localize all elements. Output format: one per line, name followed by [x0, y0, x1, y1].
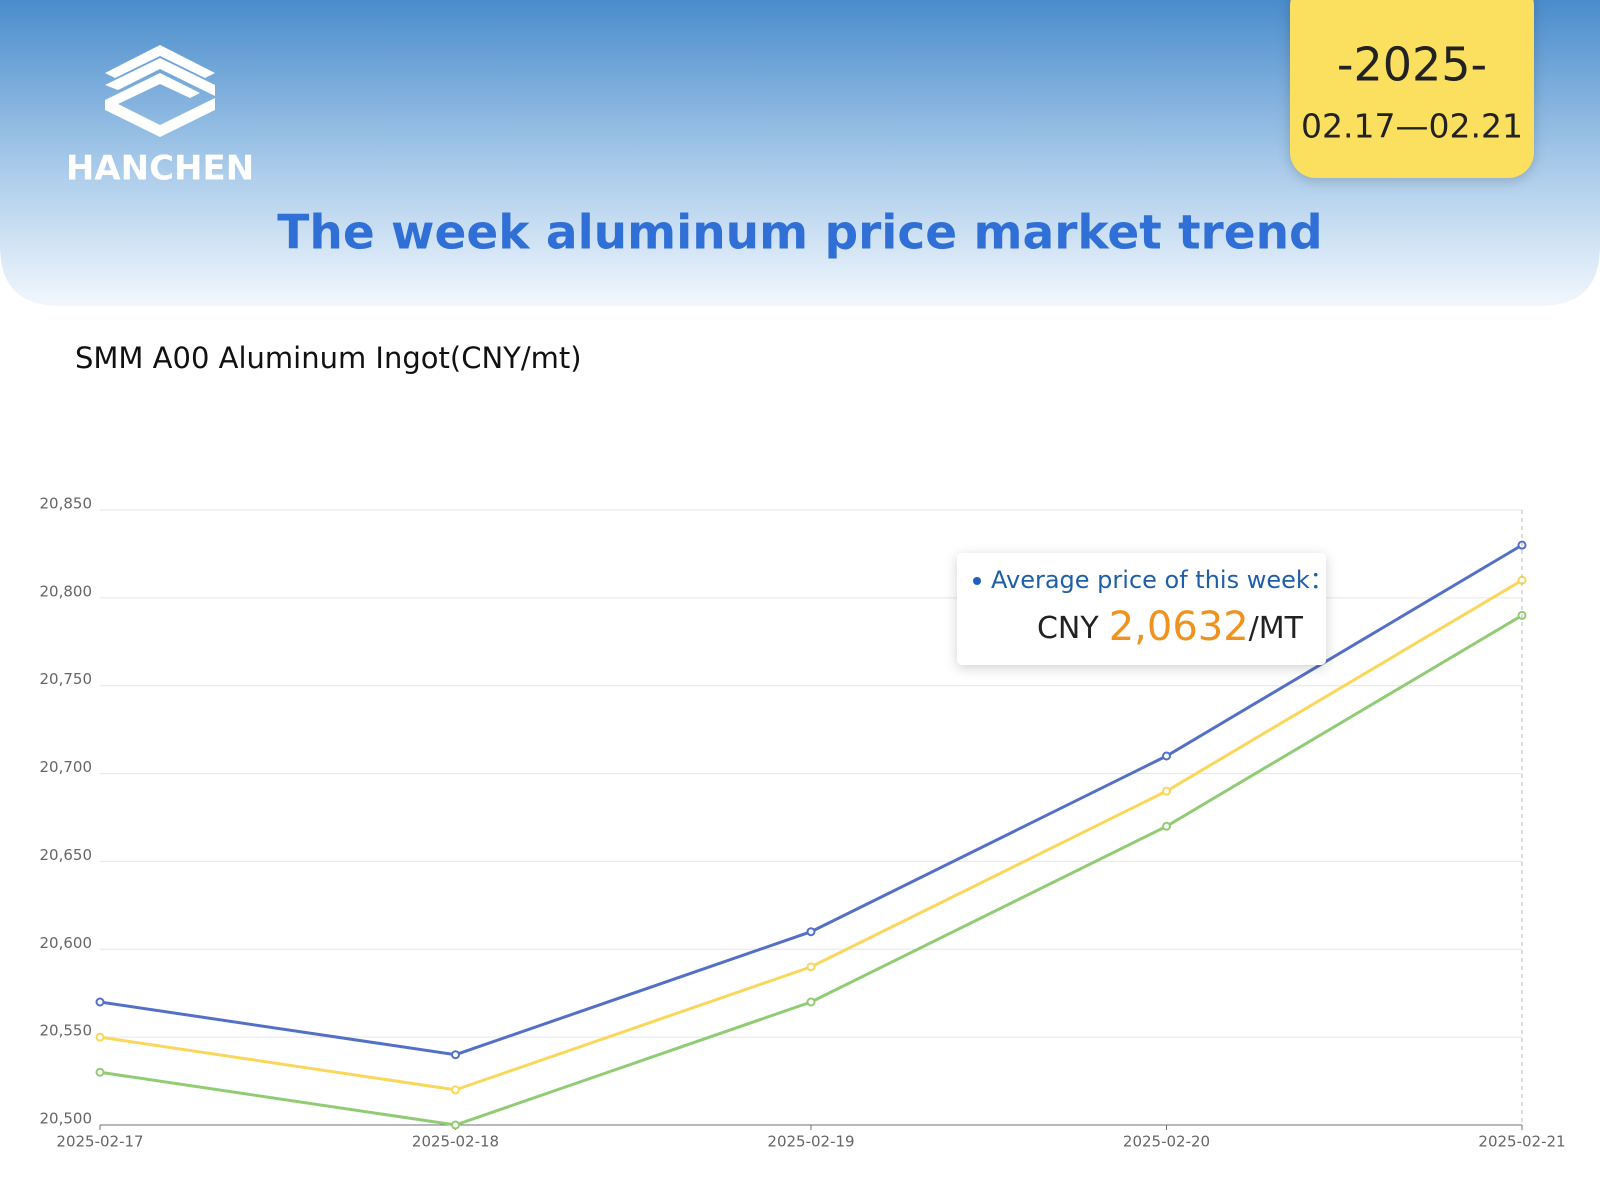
data-point [451, 1050, 460, 1060]
data-point [95, 997, 105, 1007]
logo-text: HANCHEN [66, 149, 254, 189]
y-tick-label: 20,850 [40, 495, 93, 513]
y-tick-label: 20,550 [40, 1022, 93, 1040]
data-point [451, 1085, 460, 1095]
tooltip: Average price of this week： CNY 2,0632/MT [957, 553, 1334, 665]
tooltip-box [957, 553, 1326, 665]
y-tick-label: 20,650 [40, 846, 93, 864]
tooltip-value: 2,0632 [1109, 604, 1249, 650]
tooltip-currency: CNY [1037, 611, 1099, 646]
date-badge [1290, 0, 1534, 178]
data-point [806, 997, 816, 1007]
x-tick-label: 2025-02-20 [1123, 1133, 1210, 1151]
y-tick-label: 20,800 [40, 582, 93, 600]
plot: 20,500 20,550 20,600 20,650 20,700 20,750 20,8… [40, 495, 1566, 1151]
data-point [806, 962, 816, 972]
data-point [451, 1120, 460, 1130]
badge-dates: 02.17—02.21 [1301, 107, 1523, 146]
header-band [0, 0, 1600, 306]
page-title: The week aluminum price market trend [277, 206, 1322, 261]
chart-title: SMM A00 Aluminum Ingot(CNY/mt) [75, 341, 582, 375]
y-tick-label: 20,750 [40, 670, 93, 688]
data-point [95, 1032, 105, 1042]
data-point [806, 927, 816, 937]
data-point [1162, 786, 1171, 796]
badge-year: -2025- [1337, 38, 1487, 92]
data-point [95, 1067, 105, 1077]
y-tick-label: 20,600 [40, 934, 93, 952]
y-tick-label: 20,500 [40, 1110, 93, 1128]
x-tick-label: 2025-02-17 [56, 1133, 143, 1151]
x-tick-label: 2025-02-21 [1478, 1133, 1565, 1151]
x-tick-label: 2025-02-19 [767, 1133, 854, 1151]
y-tick-label: 20,700 [40, 758, 93, 776]
x-tick-label: 2025-02-18 [412, 1133, 499, 1151]
data-point [1162, 751, 1171, 761]
series-line [99, 614, 1523, 1127]
tooltip-value-line: CNY 2,0632/MT [1037, 604, 1304, 650]
tooltip-label: Average price of this week： [991, 566, 1334, 594]
tooltip-unit: /MT [1249, 611, 1304, 646]
data-point [1162, 821, 1171, 831]
tooltip-bullet [973, 577, 981, 585]
logo-mark [105, 45, 215, 137]
